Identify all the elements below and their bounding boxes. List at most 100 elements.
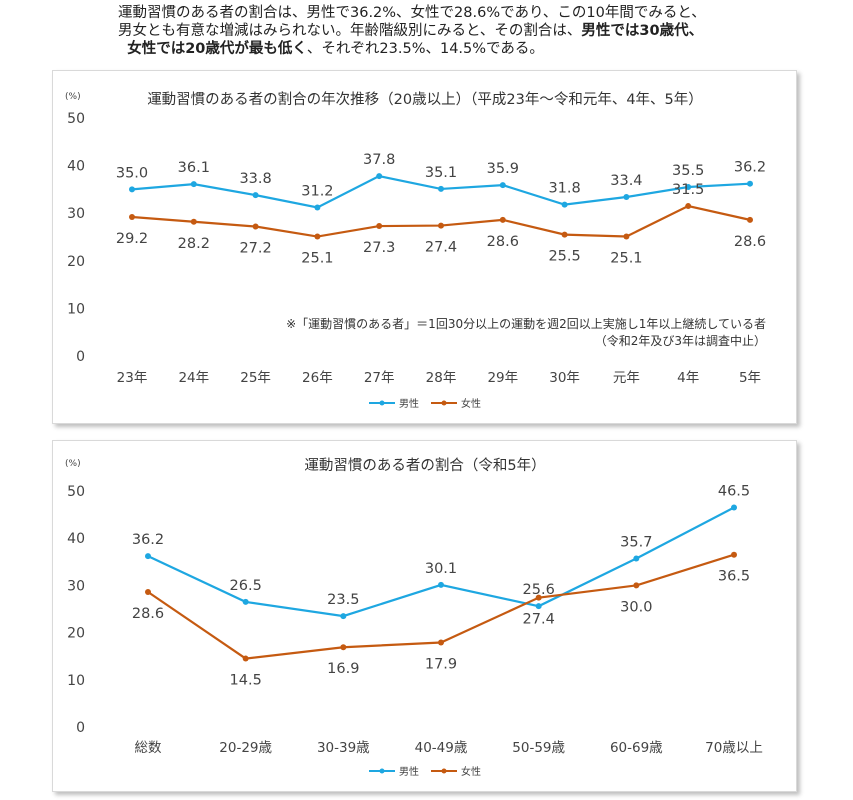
trend-x-tick: 5年 [739,370,761,386]
age-y-tick: 30 [67,578,85,594]
trend-data-label-male: 35.1 [425,165,457,181]
trend-point-male [314,204,321,211]
trend-point-male [438,185,444,192]
trend-chart-panel: 運動習慣のある者の割合の年次推移（20歳以上）（平成23年～令和元年、4年、5年… [52,70,797,424]
age-chart-panel: 運動習慣のある者の割合（令和5年） (%) 0 10 20 30 40 50 総数 20-29歳 3… [52,440,797,792]
trend-data-label-female: 31.5 [672,182,704,198]
age-x-tick: 30-39歳 [317,740,370,756]
trend-point-male [685,184,692,191]
trend-x-tick: 23年 [117,370,148,386]
age-point-female [535,594,542,601]
trend-point-male [747,180,753,187]
trend-data-label-male: 37.8 [363,152,395,168]
age-point-female [340,644,347,651]
intro-text: 運動習慣のある者の割合は、男性で36.2%、女性で28.6%であり、この10年間… [118,4,818,58]
age-point-male [438,581,444,588]
trend-point-female [314,233,321,240]
age-legend-male-label: 男性 [399,765,419,778]
trend-data-label-male: 36.2 [734,160,766,176]
trend-point-male [561,201,568,208]
trend-point-female [129,214,135,221]
trend-data-label-female: 27.2 [239,241,271,257]
trend-y-tick: 20 [67,254,85,270]
trend-y-tick: 50 [67,111,85,127]
trend-line-female [131,204,751,238]
intro-line-2: 男女とも有意な増減はみられない。年齢階級別にみると、その割合は、男性では30歳代… [118,22,818,40]
trend-data-label-male: 33.8 [239,171,271,187]
age-y-tick: 0 [76,720,85,736]
age-y-tick: 50 [67,484,85,500]
trend-x-tick: 29年 [487,370,518,386]
trend-note-2: （令和2年及び3年は調査中止） [595,333,766,348]
trend-x-tick: 26年 [302,370,333,386]
age-point-female [633,582,640,589]
trend-data-label-female: 28.6 [487,234,519,250]
age-data-label-female: 16.9 [327,661,359,677]
age-data-label-male: 23.5 [327,592,359,608]
age-data-label-male: 30.1 [425,561,457,577]
age-point-male [731,504,737,511]
age-point-female [731,551,737,558]
trend-legend-male-marker [379,400,385,406]
intro-line-3-bold: 女性では20歳代が最も低く [127,41,307,57]
age-point-female [438,639,444,646]
trend-x-tick: 25年 [240,370,271,386]
trend-data-label-female: 27.4 [425,240,457,256]
trend-point-female [376,223,383,230]
trend-data-label-female: 25.5 [548,249,580,265]
age-point-female [242,655,249,662]
age-point-male [340,613,347,620]
age-legend-female-marker [441,768,447,774]
age-legend-male-marker [379,768,385,774]
age-data-label-female: 27.4 [523,612,555,628]
trend-y-tick: 0 [76,349,85,365]
trend-x-tick: 元年 [613,370,640,386]
age-data-label-male: 46.5 [718,484,750,500]
age-title: 運動習慣のある者の割合（令和5年） [304,456,545,474]
age-data-label-female: 28.6 [132,606,164,622]
age-data-label-female: 14.5 [230,673,262,689]
age-data-label-male: 35.7 [620,534,652,550]
trend-data-label-male: 31.2 [301,183,333,199]
age-data-label-female: 36.5 [718,569,750,585]
trend-point-female [747,216,753,223]
intro-line-3-text: 、それぞれ23.5%、14.5%である。 [306,41,544,57]
trend-point-female [499,216,506,223]
trend-x-tick: 30年 [549,370,580,386]
trend-point-female [561,231,568,238]
trend-y-tick: 10 [67,301,85,317]
trend-point-female [190,218,197,225]
trend-data-label-male: 31.8 [548,181,580,197]
trend-point-female [438,222,444,229]
trend-data-label-female: 28.6 [734,234,766,250]
trend-point-male [623,194,630,201]
intro-line-2-text: 男女とも有意な増減はみられない。年齢階級別にみると、その割合は、 [118,23,582,39]
age-data-label-female: 30.0 [620,599,652,615]
age-x-tick: 40-49歳 [415,740,468,756]
trend-data-label-male: 33.4 [610,173,642,189]
trend-y-tick: 30 [67,206,85,222]
age-point-male [633,555,640,562]
trend-legend-female-marker [441,400,447,406]
trend-legend-male-label: 男性 [399,397,419,410]
trend-point-male [129,186,135,193]
trend-point-female [623,233,630,240]
trend-y-unit: (%) [65,92,81,102]
trend-data-label-male: 36.1 [178,160,210,176]
trend-x-tick: 4年 [677,370,699,386]
trend-data-label-male: 35.5 [672,163,704,179]
age-y-unit: (%) [65,459,81,469]
age-data-label-female: 17.9 [425,657,457,673]
trend-data-label-male: 35.0 [116,165,148,181]
trend-note-1: ※「運動習慣のある者」＝1回30分以上の運動を週2回以上実施し1年以上継続してい… [286,316,766,331]
intro-line-2-bold: 男性では30歳代、 [581,23,704,39]
trend-data-label-female: 29.2 [116,231,148,247]
age-data-label-male: 36.2 [132,532,164,548]
trend-x-tick: 24年 [178,370,209,386]
trend-data-label-female: 28.2 [178,236,210,252]
trend-point-female [685,203,692,210]
age-point-male [145,553,151,560]
trend-data-label-female: 25.1 [610,251,642,267]
trend-data-label-male: 35.9 [487,161,519,177]
trend-point-male [252,192,259,199]
